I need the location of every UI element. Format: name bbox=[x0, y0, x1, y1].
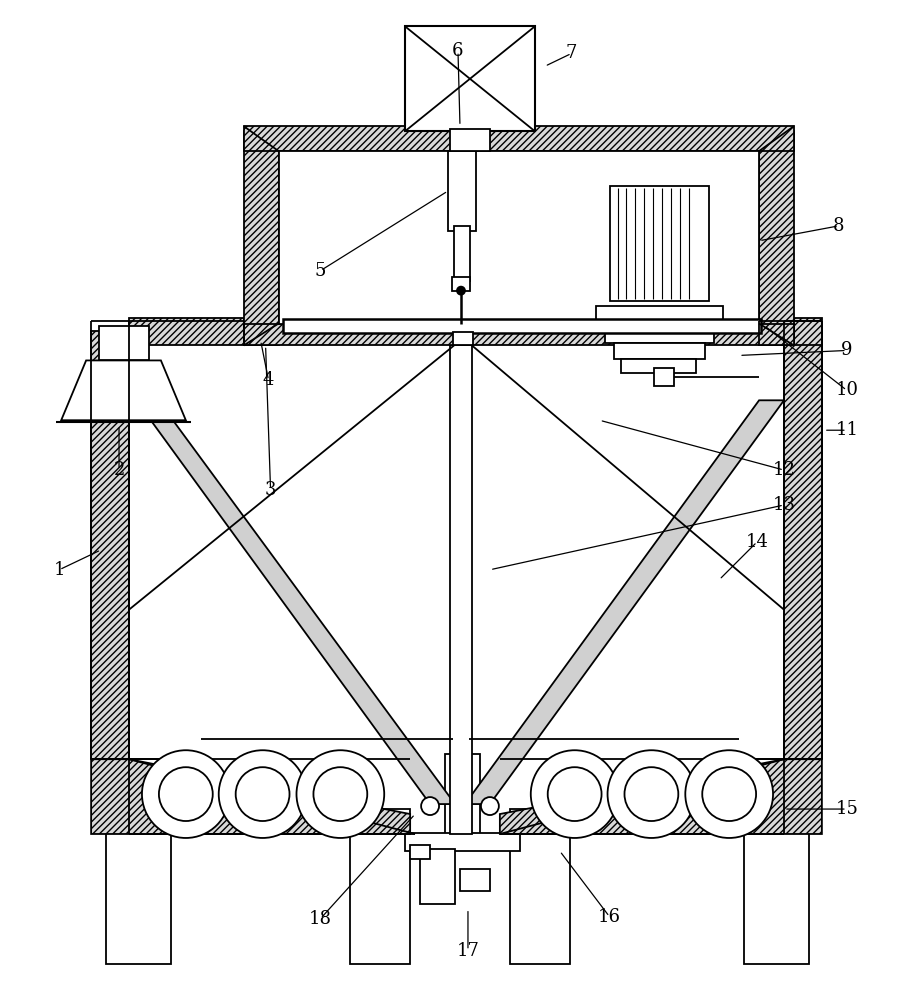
Text: 15: 15 bbox=[835, 800, 858, 818]
Circle shape bbox=[624, 767, 678, 821]
Polygon shape bbox=[655, 368, 675, 386]
Polygon shape bbox=[244, 126, 794, 151]
Polygon shape bbox=[744, 759, 809, 964]
Text: 6: 6 bbox=[452, 42, 464, 60]
Polygon shape bbox=[460, 869, 490, 891]
Polygon shape bbox=[91, 759, 410, 834]
Text: 2: 2 bbox=[113, 461, 125, 479]
Text: 17: 17 bbox=[456, 942, 479, 960]
Text: 5: 5 bbox=[315, 262, 326, 280]
Polygon shape bbox=[622, 359, 697, 373]
Polygon shape bbox=[759, 131, 794, 345]
Polygon shape bbox=[509, 809, 570, 964]
Polygon shape bbox=[595, 306, 723, 326]
Circle shape bbox=[548, 767, 602, 821]
Polygon shape bbox=[452, 277, 470, 291]
Text: 16: 16 bbox=[598, 908, 621, 926]
Circle shape bbox=[481, 797, 498, 815]
Text: 4: 4 bbox=[263, 371, 274, 389]
Circle shape bbox=[702, 767, 756, 821]
Polygon shape bbox=[500, 759, 822, 834]
Polygon shape bbox=[91, 331, 129, 759]
Polygon shape bbox=[61, 360, 186, 420]
Polygon shape bbox=[450, 345, 472, 834]
Text: 13: 13 bbox=[772, 496, 795, 514]
Polygon shape bbox=[405, 833, 519, 851]
Polygon shape bbox=[420, 849, 455, 904]
Polygon shape bbox=[282, 319, 761, 333]
Polygon shape bbox=[351, 809, 410, 964]
Text: 3: 3 bbox=[265, 481, 277, 499]
Polygon shape bbox=[759, 318, 822, 345]
Text: 10: 10 bbox=[835, 381, 858, 399]
Text: 7: 7 bbox=[566, 44, 577, 62]
Polygon shape bbox=[610, 186, 709, 301]
Polygon shape bbox=[244, 131, 278, 345]
Circle shape bbox=[313, 767, 367, 821]
Polygon shape bbox=[454, 226, 470, 281]
Polygon shape bbox=[465, 400, 784, 804]
Circle shape bbox=[159, 767, 213, 821]
Circle shape bbox=[457, 287, 465, 295]
Polygon shape bbox=[450, 129, 490, 151]
Polygon shape bbox=[129, 318, 244, 345]
Text: 18: 18 bbox=[309, 910, 332, 928]
Polygon shape bbox=[410, 845, 430, 859]
Polygon shape bbox=[448, 151, 476, 231]
Text: 14: 14 bbox=[746, 533, 769, 551]
Circle shape bbox=[236, 767, 289, 821]
Text: 11: 11 bbox=[835, 421, 858, 439]
Circle shape bbox=[297, 750, 384, 838]
Circle shape bbox=[219, 750, 307, 838]
Circle shape bbox=[686, 750, 773, 838]
Text: 8: 8 bbox=[833, 217, 845, 235]
Circle shape bbox=[530, 750, 618, 838]
Polygon shape bbox=[784, 331, 822, 759]
Polygon shape bbox=[129, 390, 455, 804]
Circle shape bbox=[421, 797, 439, 815]
Text: 12: 12 bbox=[772, 461, 795, 479]
Polygon shape bbox=[445, 754, 480, 844]
Polygon shape bbox=[453, 332, 473, 345]
Text: 1: 1 bbox=[54, 561, 65, 579]
Polygon shape bbox=[106, 759, 171, 964]
Polygon shape bbox=[405, 26, 535, 131]
Circle shape bbox=[142, 750, 230, 838]
Circle shape bbox=[607, 750, 696, 838]
Text: 9: 9 bbox=[841, 341, 853, 359]
Polygon shape bbox=[100, 326, 149, 360]
Polygon shape bbox=[278, 151, 759, 324]
Polygon shape bbox=[244, 324, 794, 345]
Polygon shape bbox=[614, 343, 705, 359]
Polygon shape bbox=[604, 326, 714, 343]
